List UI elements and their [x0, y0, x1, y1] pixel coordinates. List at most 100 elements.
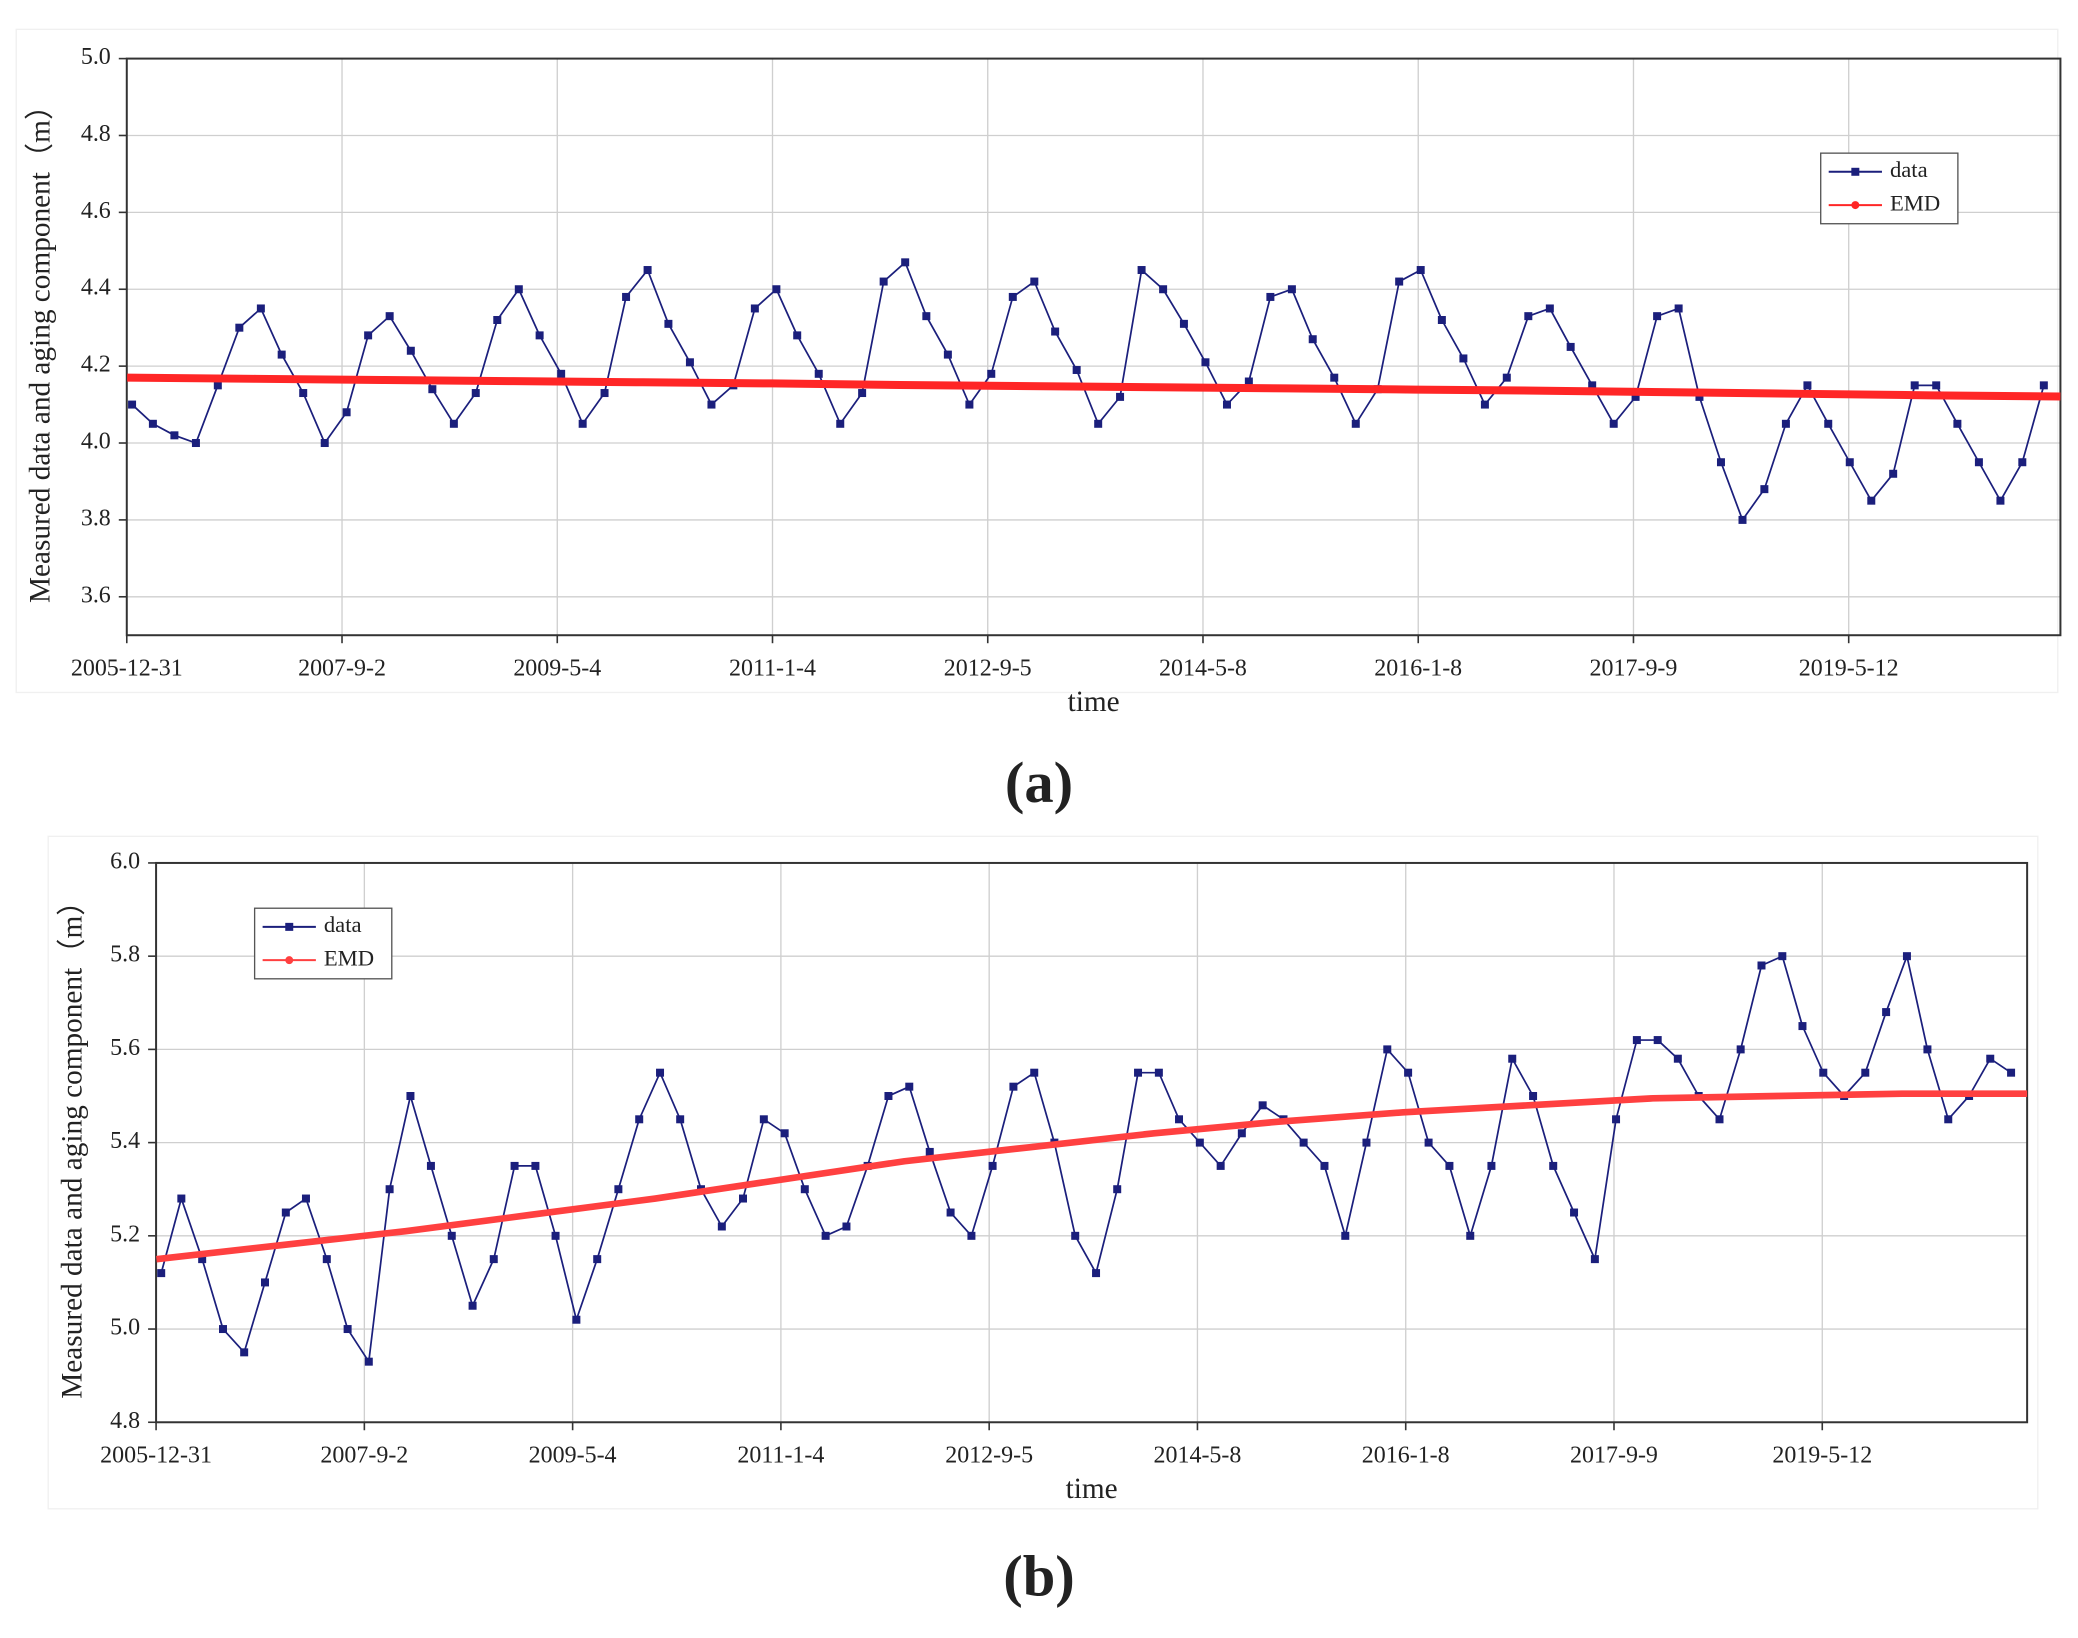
- data-point: [836, 419, 845, 428]
- data-point: [1588, 381, 1597, 390]
- legend-box: [1820, 152, 1959, 225]
- data-point: [1094, 419, 1103, 428]
- trend-line: [127, 373, 2061, 401]
- data-point: [1673, 1054, 1682, 1063]
- data-point: [967, 1231, 976, 1240]
- data-point: [385, 312, 394, 321]
- data-point: [1308, 335, 1317, 344]
- data-point: [240, 1348, 249, 1357]
- data-point: [707, 400, 716, 409]
- data-point: [1778, 952, 1787, 961]
- data-point: [1134, 1068, 1143, 1077]
- y-tick-label: 5.4: [110, 1128, 140, 1154]
- data-point: [1529, 1092, 1538, 1100]
- x-tick-label: 2016-1-8: [1362, 1442, 1450, 1468]
- x-tick-label: 2012-9-5: [944, 655, 1032, 681]
- data-point: [1986, 1054, 1995, 1063]
- data-point: [170, 431, 179, 440]
- data-point: [406, 346, 415, 355]
- data-point: [1487, 1161, 1496, 1170]
- data-point: [1287, 285, 1296, 294]
- data-point: [1383, 1045, 1392, 1054]
- y-tick-label: 4.4: [81, 275, 111, 301]
- y-tick-label: 5.0: [110, 1315, 140, 1341]
- legend-box: [253, 907, 393, 980]
- legend-label: data: [1890, 157, 1928, 182]
- data-point: [676, 1115, 685, 1124]
- data-point: [1803, 381, 1812, 390]
- x-tick-label: 2016-1-8: [1374, 655, 1462, 681]
- data-point: [2039, 381, 2048, 390]
- data-point: [1632, 1036, 1641, 1045]
- y-axis-title: Measured data and aging component（m）: [57, 886, 89, 1398]
- data-point: [219, 1325, 227, 1334]
- data-point: [578, 419, 587, 428]
- data-point: [1071, 1231, 1080, 1240]
- x-tick-label: 2007-9-2: [298, 655, 386, 681]
- data-line: [131, 261, 2045, 521]
- data-point: [2007, 1068, 2016, 1077]
- data-point: [1882, 1008, 1891, 1017]
- x-tick-label: 2009-5-4: [513, 655, 601, 681]
- data-point: [1923, 1045, 1932, 1054]
- data-point: [922, 312, 931, 321]
- panel-caption: (a): [1005, 750, 1073, 815]
- data-point: [1545, 304, 1554, 313]
- data-point: [514, 285, 523, 294]
- x-tick-label: 2012-9-5: [945, 1442, 1033, 1468]
- data-point: [1330, 373, 1339, 382]
- data-point: [1861, 1068, 1870, 1077]
- data-point: [531, 1161, 540, 1170]
- y-tick-label: 4.8: [81, 121, 111, 147]
- y-tick-label: 5.2: [110, 1221, 140, 1247]
- legend-label: EMD: [324, 945, 374, 970]
- data-point: [148, 419, 157, 428]
- x-tick-label: 2019-5-12: [1799, 655, 1899, 681]
- data-point: [191, 439, 200, 448]
- data-point: [1237, 1129, 1246, 1138]
- data-point: [1437, 316, 1446, 324]
- x-tick-label: 2005-12-31: [71, 655, 183, 681]
- data-point: [1179, 319, 1188, 328]
- data-point: [988, 1161, 997, 1170]
- plot-frame: [155, 861, 2029, 1424]
- x-tick-label: 2014-5-8: [1154, 1442, 1242, 1468]
- data-point: [1424, 1138, 1433, 1147]
- data-point: [1320, 1161, 1329, 1170]
- data-point: [406, 1092, 415, 1100]
- data-point: [1159, 285, 1168, 294]
- data-point: [1362, 1138, 1371, 1147]
- data-point: [1116, 392, 1125, 401]
- legend-label: data: [324, 912, 362, 937]
- data-point: [1549, 1161, 1558, 1170]
- data-point: [1653, 1036, 1662, 1045]
- plot-frame: [125, 57, 2062, 637]
- data-point: [793, 331, 802, 340]
- data-point: [551, 1231, 560, 1240]
- data-point: [614, 1185, 623, 1194]
- data-point: [343, 1325, 352, 1334]
- data-point: [1695, 392, 1704, 401]
- trend-line: [156, 1090, 2028, 1263]
- data-point: [177, 1194, 186, 1203]
- data-point: [1974, 458, 1983, 467]
- data-point: [1953, 419, 1962, 428]
- data-point: [1798, 1022, 1807, 1031]
- x-tick-label: 2011-1-4: [737, 1442, 824, 1468]
- data-point: [1738, 515, 1747, 524]
- data-point: [1612, 1115, 1621, 1124]
- data-point: [471, 389, 480, 398]
- x-tick-label: 2017-9-9: [1570, 1442, 1658, 1468]
- data-point: [1902, 952, 1911, 961]
- data-point: [1092, 1269, 1101, 1278]
- data-point: [364, 331, 373, 340]
- y-tick-label: 5.8: [110, 942, 140, 968]
- data-point: [260, 1278, 269, 1287]
- data-point: [1404, 1068, 1413, 1077]
- y-tick-label: 3.6: [81, 582, 111, 608]
- chart-panel: [15, 28, 2059, 694]
- data-point: [277, 350, 286, 359]
- data-point: [1570, 1208, 1579, 1217]
- data-point: [946, 1208, 955, 1217]
